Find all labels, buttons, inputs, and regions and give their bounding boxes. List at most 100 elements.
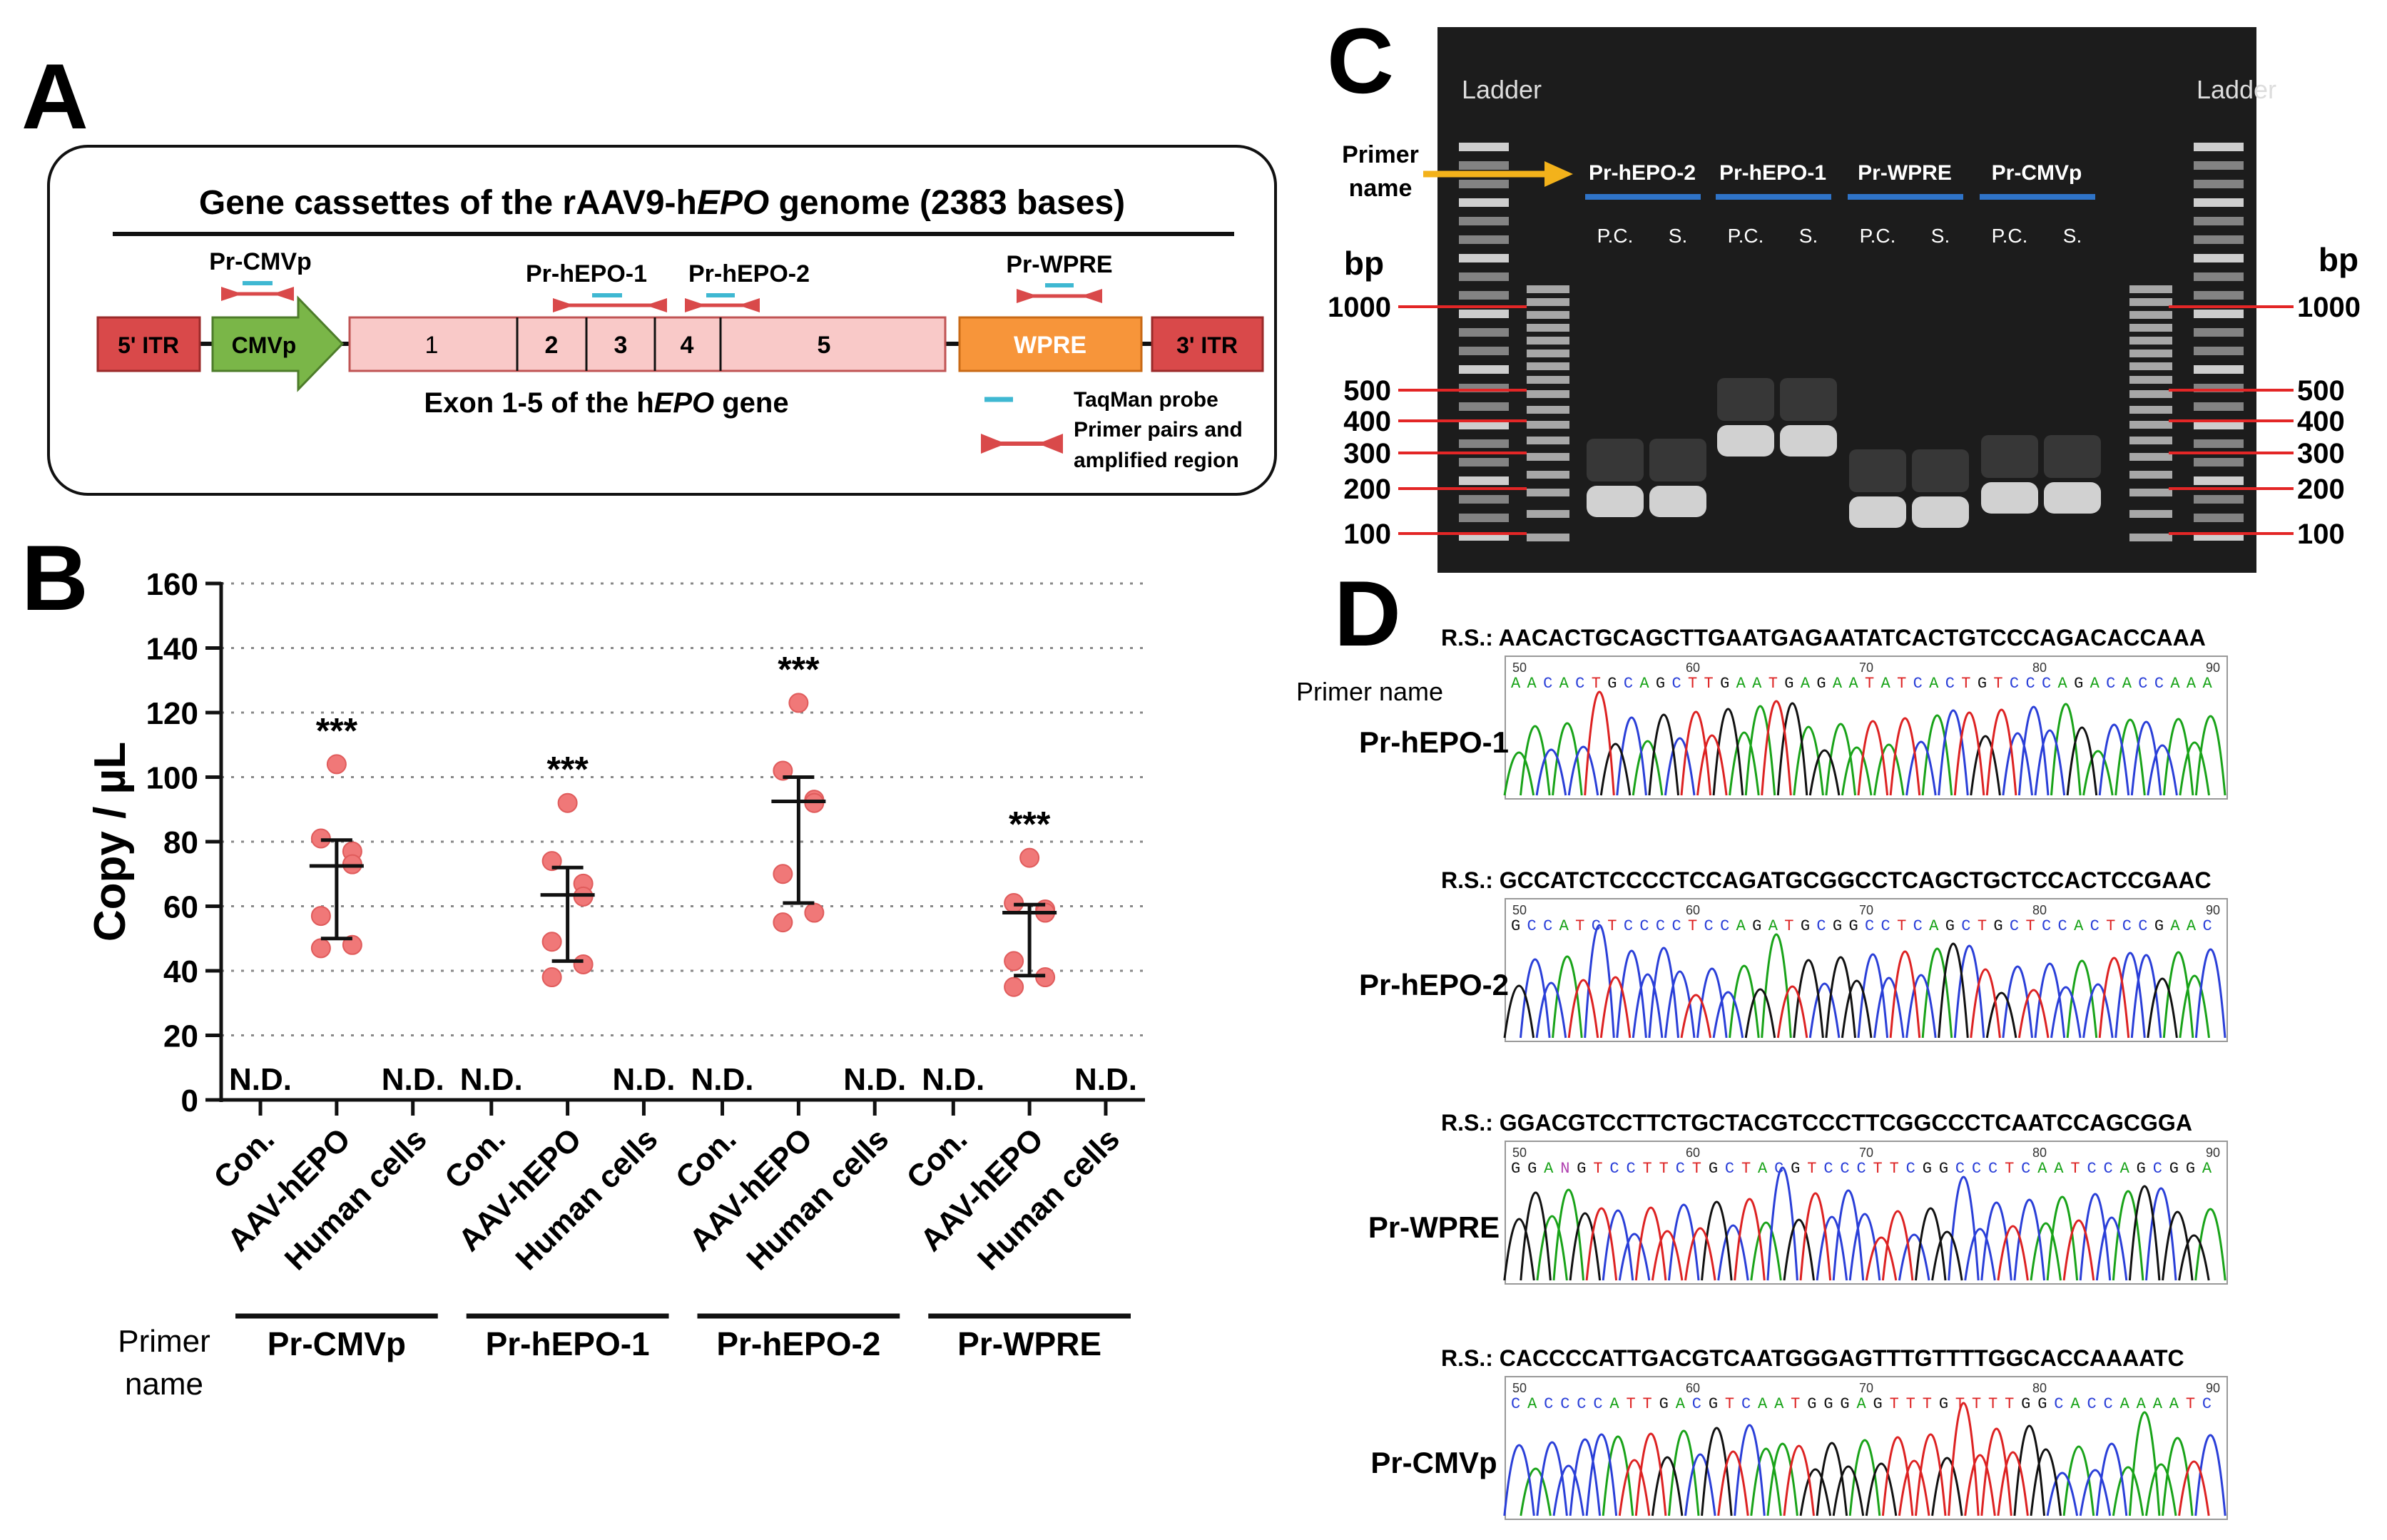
trace-g — [1651, 1424, 2062, 1516]
trace-a — [1503, 703, 2226, 796]
base-call: T — [1873, 1160, 1883, 1178]
ladder-band — [1459, 514, 1509, 522]
base-call: T — [2106, 917, 2115, 935]
base-call: C — [1656, 917, 1665, 935]
base-call: A — [1801, 675, 1811, 693]
ladder-band — [2194, 143, 2244, 151]
trace-t — [1567, 950, 2130, 1039]
base-call: G — [1816, 675, 1826, 693]
base-call: T — [1961, 675, 1970, 693]
base-call: A — [1736, 675, 1746, 693]
exon-number: 1 — [425, 332, 439, 359]
dna-band — [1649, 486, 1706, 517]
primer-pair-icon — [685, 298, 760, 312]
group-label: Pr-CMVp — [268, 1325, 406, 1362]
primer-legend-label: Primer pairs and — [1074, 418, 1243, 442]
primer-label-hepo1: Pr-hEPO-1 — [526, 260, 647, 287]
ladder-band — [2129, 510, 2172, 518]
primer-pair-icon — [1017, 289, 1102, 303]
base-call: G — [1656, 675, 1665, 693]
base-call: A — [2187, 917, 2197, 935]
lane-s-label: S. — [2063, 225, 2082, 247]
base-call: G — [2186, 1160, 2195, 1178]
primer-label-cmvp: Pr-CMVp — [209, 248, 312, 275]
nd-label: N.D. — [1074, 1062, 1137, 1097]
ladder-band — [1527, 421, 1569, 429]
data-point — [1004, 976, 1024, 997]
ladder-band — [1459, 439, 1509, 448]
panel-label-a: A — [21, 44, 88, 148]
ladder-band — [1459, 291, 1509, 300]
base-call: A — [1929, 675, 1939, 693]
base-call: C — [2104, 1160, 2113, 1178]
base-call: C — [1955, 1160, 1965, 1178]
base-call: C — [1840, 1160, 1849, 1178]
base-call: C — [1560, 1395, 1569, 1413]
ladder-band — [1527, 362, 1569, 370]
base-call: C — [2058, 917, 2067, 935]
base-call: T — [1704, 675, 1714, 693]
base-call: C — [1527, 917, 1537, 935]
axis-tick-label: 80 — [2032, 661, 2047, 675]
ladder-band — [2194, 235, 2244, 244]
wpre-box — [958, 316, 1143, 372]
base-call: T — [1593, 1160, 1602, 1178]
bp-unit-label: bp — [1344, 245, 1384, 282]
trace-t — [1584, 690, 2017, 796]
bp-label: 200 — [2297, 474, 2345, 505]
gel-background — [1437, 27, 2256, 573]
ladder-band — [2194, 476, 2244, 485]
dna-band — [1849, 496, 1906, 528]
itr3-label: 3' ITR — [1176, 332, 1238, 358]
base-call: A — [1833, 675, 1843, 693]
trace-a — [1552, 933, 2210, 1039]
dna-band — [1981, 482, 2038, 514]
ladder-band — [1527, 453, 1569, 461]
base-call: T — [1890, 1395, 1899, 1413]
lane-primer-label: Pr-hEPO-1 — [1719, 161, 1826, 185]
ladder-band — [1459, 217, 1509, 225]
ladder-band — [1527, 534, 1569, 541]
ladder-label: Ladder — [2197, 75, 2276, 104]
ladder-band — [2194, 365, 2244, 374]
ladder-band — [1527, 350, 1569, 357]
primer-legend-icon — [981, 434, 1063, 454]
sequencing-panel: Primer name R.S.: AACACTGCAGCTTGAATGAGAAT… — [1296, 625, 2228, 1520]
dna-smear — [1849, 449, 1906, 492]
ladder-band — [2129, 362, 2172, 370]
ladder-band — [2129, 437, 2172, 444]
ladder-band — [2194, 254, 2244, 262]
primer-name-label: name — [125, 1367, 203, 1402]
base-call: G — [1833, 917, 1842, 935]
dna-smear — [1780, 378, 1837, 421]
ladder-band — [2129, 285, 2172, 293]
base-call: C — [2087, 1395, 2096, 1413]
base-call: N — [1560, 1160, 1569, 1178]
primer-pair-icon — [221, 287, 294, 301]
base-call: C — [2042, 917, 2051, 935]
base-call: T — [1972, 1395, 1981, 1413]
ladder-band — [2194, 514, 2244, 522]
ladder-band — [2129, 390, 2172, 398]
base-call: C — [1945, 675, 1955, 693]
base-call: C — [1816, 917, 1826, 935]
lane-pc-label: P.C. — [1728, 225, 1764, 247]
reference-sequence: R.S.: AACACTGCAGCTTGAATGAGAATATCACTGTCCC… — [1441, 625, 2206, 651]
y-tick-label: 80 — [163, 825, 198, 860]
base-call: T — [1791, 1395, 1800, 1413]
base-call: C — [1906, 1160, 1915, 1178]
base-call: T — [1993, 675, 2002, 693]
base-call: C — [1543, 675, 1552, 693]
base-call: G — [2037, 1395, 2047, 1413]
base-call: G — [1784, 675, 1793, 693]
ladder-band — [2194, 310, 2244, 318]
group-label: Pr-hEPO-2 — [716, 1325, 880, 1362]
base-call: C — [1624, 675, 1633, 693]
axis-tick-label: 80 — [2032, 1146, 2047, 1160]
base-call: T — [1643, 1160, 1652, 1178]
base-call: A — [1544, 1160, 1554, 1178]
ladder-band — [2194, 458, 2244, 466]
lane-pc-label: P.C. — [1860, 225, 1896, 247]
